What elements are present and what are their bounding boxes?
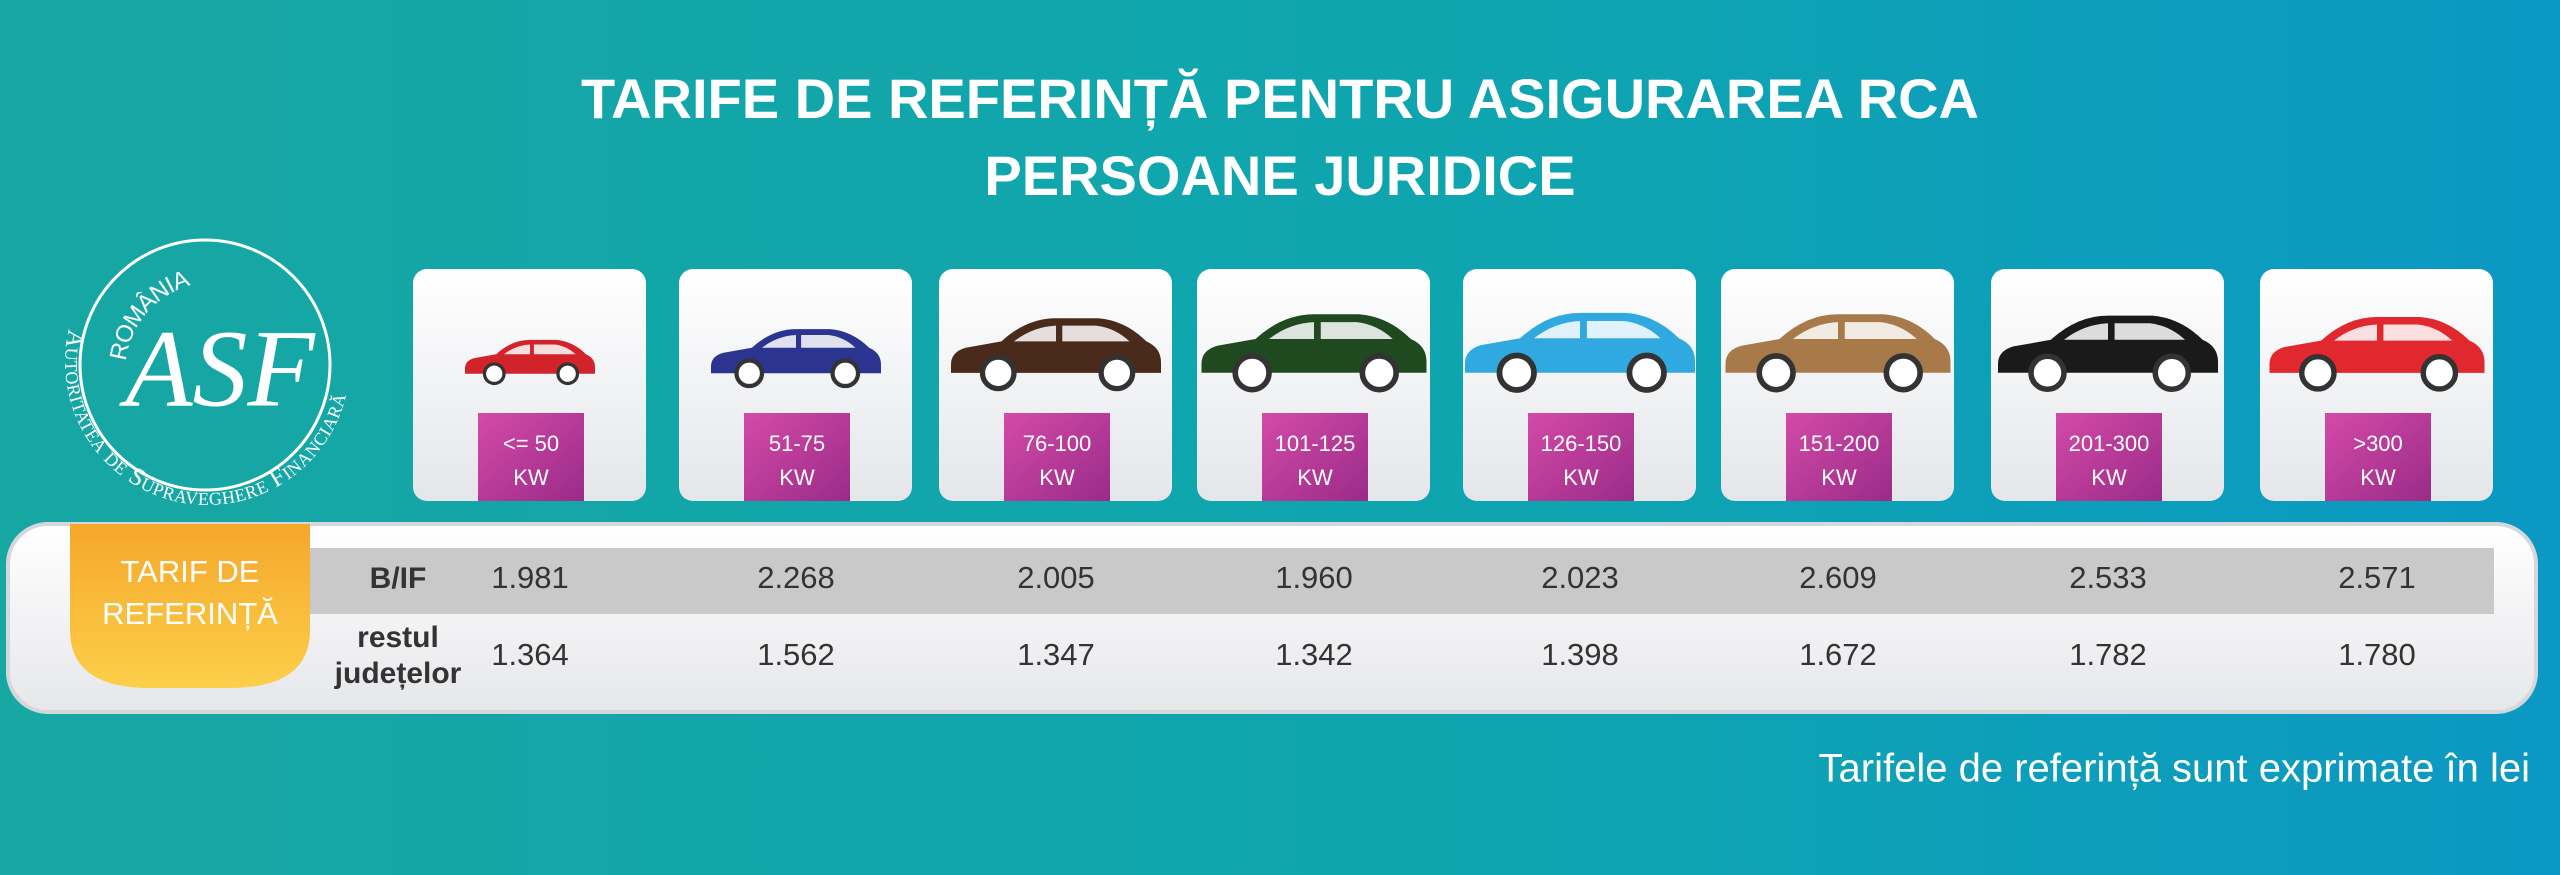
car-wheel: [1756, 353, 1796, 393]
class-badge: [2325, 413, 2431, 501]
car-window: [2064, 323, 2185, 340]
rate-value: 1.364: [491, 637, 569, 672]
class-card: [413, 269, 646, 501]
class-unit: KW: [779, 465, 815, 490]
car-wheel: [2028, 353, 2067, 393]
class-unit: KW: [2360, 465, 2396, 490]
car-icon: [2269, 316, 2485, 392]
car-icon: [465, 339, 595, 386]
title-line: PERSOANE JURIDICE: [984, 144, 1575, 207]
car-window: [1534, 320, 1661, 339]
car-wheel: [830, 358, 861, 389]
class-range: 126-150: [1541, 431, 1622, 456]
car-wheel: [1098, 354, 1136, 392]
car-wheel: [2152, 353, 2192, 393]
class-unit: KW: [513, 465, 549, 490]
class-badge: [1786, 413, 1892, 501]
rate-value: 2.005: [1017, 560, 1095, 595]
rate-value: 1.780: [2338, 637, 2416, 672]
title-line: TARIFE DE REFERINȚĂ PENTRU ASIGURAREA RC…: [581, 67, 1979, 131]
class-range: 76-100: [1023, 431, 1092, 456]
rate-value: 2.609: [1799, 560, 1877, 595]
rate-value: 2.023: [1541, 560, 1619, 595]
car-wheel: [482, 362, 506, 386]
rate-value: 1.981: [491, 560, 569, 595]
class-badge: [1262, 413, 1368, 501]
car-window: [1793, 322, 1917, 339]
car-window: [2334, 324, 2453, 341]
row-highlight: [310, 548, 2494, 614]
class-range: <= 50: [503, 431, 559, 456]
car-wheel: [556, 362, 580, 386]
car-wheel: [734, 358, 765, 389]
rate-value: 1.342: [1275, 637, 1353, 672]
rate-value: 2.268: [757, 560, 835, 595]
car-window: [504, 344, 576, 355]
row-name: B/IF: [370, 562, 427, 595]
car-wheel: [1883, 353, 1923, 393]
tag-label: TARIF DE: [121, 554, 260, 589]
rate-value: 1.782: [2069, 637, 2147, 672]
car-wheel: [1496, 352, 1537, 393]
car-window: [1014, 325, 1130, 342]
class-range: 151-200: [1799, 431, 1880, 456]
car-wheel: [2420, 354, 2459, 392]
class-badge: [2056, 413, 2162, 501]
car-wheel: [1232, 353, 1272, 393]
car-wheel: [1626, 352, 1667, 393]
rate-value: 1.960: [1275, 560, 1353, 595]
logo-ring: [78, 238, 332, 492]
car-window: [1269, 322, 1393, 339]
class-unit: KW: [1821, 465, 1857, 490]
class-badge: [744, 413, 850, 501]
car-icon: [1201, 314, 1427, 393]
class-badge: [1528, 413, 1634, 501]
car-wheel: [979, 354, 1017, 392]
footer-note: Tarifele de referință sunt exprimate în …: [1819, 747, 2530, 791]
car-window: [762, 335, 856, 348]
rate-value: 1.672: [1799, 637, 1877, 672]
car-wheel: [1359, 353, 1399, 393]
car-wheel: [2299, 354, 2337, 392]
rate-value: 2.533: [2069, 560, 2147, 595]
tag-label: REFERINȚĂ: [102, 596, 278, 631]
car-icon: [1998, 315, 2218, 393]
class-unit: KW: [1563, 465, 1599, 490]
car-icon: [951, 318, 1161, 392]
row-name: restul: [357, 621, 439, 654]
row-name: județelor: [334, 657, 462, 690]
car-icon: [711, 329, 881, 389]
class-range: 101-125: [1275, 431, 1356, 456]
class-range: >300: [2353, 431, 2403, 456]
class-badge: [1004, 413, 1110, 501]
rate-value: 1.347: [1017, 637, 1095, 672]
car-icon: [1465, 312, 1695, 393]
class-unit: KW: [1297, 465, 1333, 490]
class-unit: KW: [2091, 465, 2127, 490]
tag: [70, 524, 310, 688]
car-icon: [1725, 314, 1951, 393]
class-range: 51-75: [769, 431, 825, 456]
rate-value: 1.562: [757, 637, 835, 672]
class-badge: [478, 413, 584, 501]
logo-initials: ASF: [118, 307, 316, 429]
class-range: 201-300: [2069, 431, 2150, 456]
rate-value: 2.571: [2338, 560, 2416, 595]
rate-value: 1.398: [1541, 637, 1619, 672]
class-unit: KW: [1039, 465, 1075, 490]
class-card: [679, 269, 912, 501]
